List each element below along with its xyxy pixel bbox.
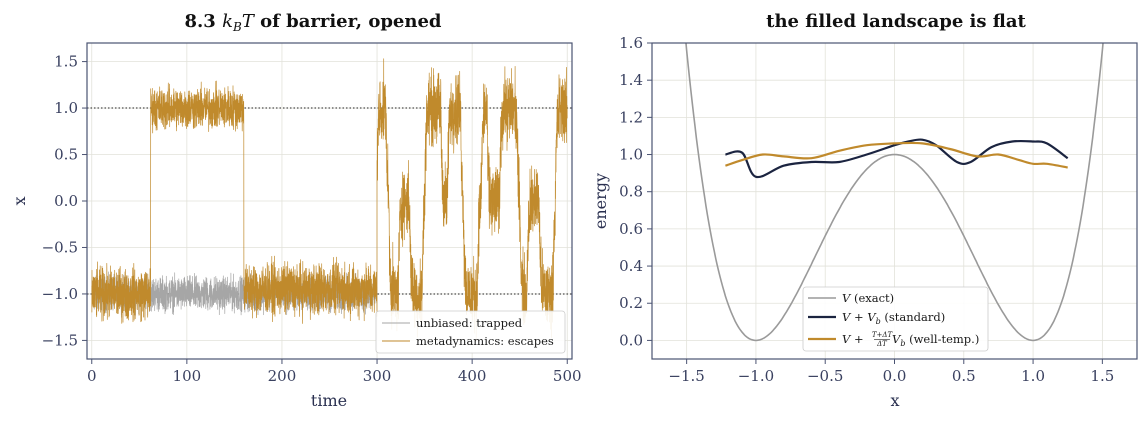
series-exact-potential (685, 43, 1104, 342)
right-legend: V (exact) V + Vb (standard) V + T+ΔT ΔT … (802, 286, 989, 352)
left-x-tick-label: 100 (173, 367, 202, 385)
legend-label-well-tempered-rest: Vb (well-temp.) (892, 332, 979, 348)
right-x-tick-label: 1.0 (1021, 367, 1045, 385)
left-legend-box (375, 310, 566, 354)
legend-label-exact: V (exact) (842, 291, 894, 305)
left-x-tick-label: 0 (87, 367, 97, 385)
left-chart-title: 8.3 kBT of barrier, opened (184, 11, 441, 34)
right-y-tick-label: 0.4 (619, 257, 643, 275)
left-x-tick-label: 300 (363, 367, 392, 385)
right-x-tick-label: −0.5 (807, 367, 843, 385)
left-chart: 8.3 kBT of barrier, opened 0 100 200 300 400… (10, 11, 582, 410)
left-y-tick-label: −1.5 (42, 331, 78, 349)
right-ticks: −1.5 −1.0 −0.5 0.0 0.5 1.0 1.5 0.0 0.2 0.4 0.6 0.8 1… (619, 34, 1114, 385)
right-chart-title: the filled landscape is flat (766, 11, 1026, 32)
right-x-axis-label: x (890, 391, 899, 410)
right-y-tick-label: 0.8 (619, 183, 643, 201)
right-x-tick-label: −1.5 (668, 367, 704, 385)
right-x-tick-label: 1.5 (1090, 367, 1114, 385)
left-ticks: 0 100 200 300 400 500 −1.5 −1.0 −0.5 0.0 0.5 1.0 1.5 (42, 53, 582, 385)
left-y-tick-label: 0.5 (54, 146, 78, 164)
left-legend: unbiased: trapped metadynamics: escapes (375, 310, 566, 354)
right-y-tick-label: 1.2 (619, 108, 643, 126)
legend-label-standard: V + Vb (standard) (842, 310, 945, 326)
series-standard-filled (725, 138, 1069, 179)
left-x-tick-label: 400 (458, 367, 487, 385)
legend-frac-numerator: T+ΔT (872, 331, 894, 339)
right-x-tick-label: 0.5 (952, 367, 976, 385)
right-x-tick-label: −1.0 (738, 367, 774, 385)
legend-label-unbiased: unbiased: trapped (416, 316, 523, 330)
right-y-tick-label: 0.2 (619, 294, 643, 312)
left-y-tick-label: −0.5 (42, 238, 78, 256)
legend-label-metadynamics: metadynamics: escapes (416, 334, 554, 348)
legend-label-well-tempered: V + (842, 332, 864, 346)
right-series (685, 43, 1104, 342)
right-y-tick-label: 1.0 (619, 146, 643, 164)
left-x-axis-label: time (311, 391, 347, 410)
right-y-tick-label: 0.0 (619, 331, 643, 349)
right-y-tick-label: 1.6 (619, 34, 643, 52)
legend-frac-denominator: ΔT (876, 340, 888, 348)
right-y-tick-label: 0.6 (619, 220, 643, 238)
left-series (91, 58, 568, 342)
left-y-tick-label: 1.0 (54, 99, 78, 117)
series-metadynamics-escapes (91, 58, 568, 342)
left-y-tick-label: 1.5 (54, 53, 78, 71)
left-x-tick-label: 500 (553, 367, 582, 385)
right-x-tick-label: 0.0 (883, 367, 907, 385)
left-y-tick-label: −1.0 (42, 285, 78, 303)
left-y-axis-label: x (10, 196, 29, 205)
right-legend-box (802, 286, 989, 352)
series-well-tempered-filled (725, 141, 1068, 169)
right-y-tick-label: 1.4 (619, 71, 643, 89)
left-y-tick-label: 0.0 (54, 192, 78, 210)
right-y-axis-label: energy (591, 173, 610, 229)
right-chart: the filled landscape is flat −1.5 −1.0 −0.… (591, 11, 1138, 410)
left-x-tick-label: 200 (268, 367, 297, 385)
